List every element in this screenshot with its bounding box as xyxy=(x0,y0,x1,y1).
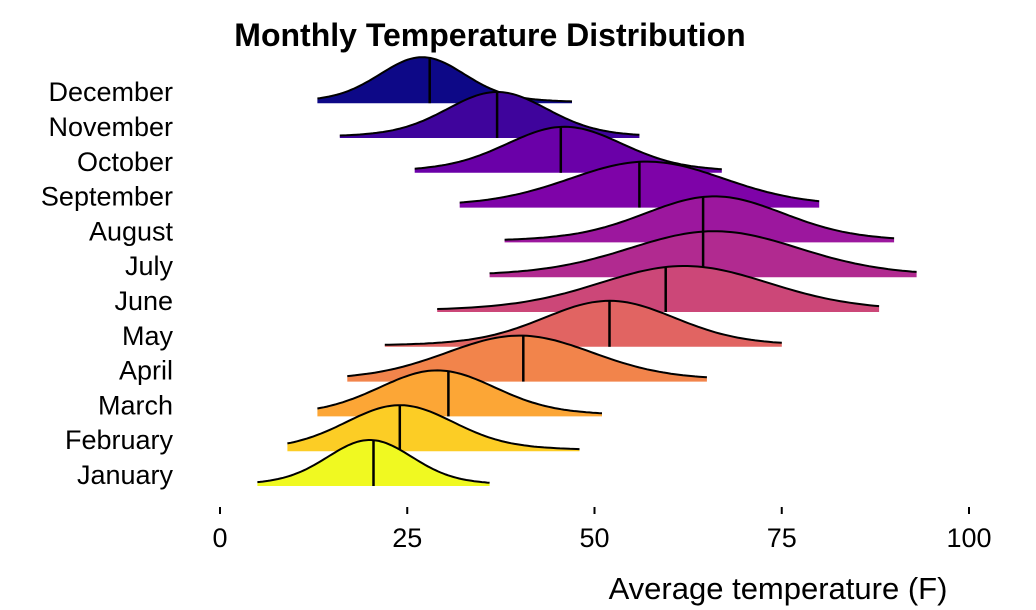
x-tick-label-50: 50 xyxy=(579,523,609,553)
y-label-january: January xyxy=(77,460,174,490)
y-label-november: November xyxy=(48,112,173,142)
y-label-october: October xyxy=(77,147,173,177)
y-label-september: September xyxy=(41,182,173,212)
ridge-outline-october xyxy=(414,125,722,171)
x-tick-label-0: 0 xyxy=(212,523,227,553)
ridge-outline-november xyxy=(339,91,640,137)
x-axis-title: Average temperature (F) xyxy=(609,571,948,606)
x-tick-label-100: 100 xyxy=(946,523,991,553)
ridge-area-june xyxy=(437,266,880,312)
ridge-outline-december xyxy=(317,56,573,103)
ridge-area-august xyxy=(504,196,895,243)
ridge-outline-august xyxy=(504,195,895,241)
y-axis-labels: January February March April May June July Augu… xyxy=(41,77,174,490)
ridge-outline-march xyxy=(317,369,603,415)
chart-title: Monthly Temperature Distribution xyxy=(234,17,745,53)
x-axis: 0 25 50 75 100 xyxy=(212,507,992,553)
ridge-area-december xyxy=(317,57,572,104)
ridge-area-may xyxy=(384,300,782,347)
ridge-area-february xyxy=(287,405,580,452)
y-label-april: April xyxy=(119,356,173,386)
ridge-outline-april xyxy=(347,334,707,379)
ridge-outline-june xyxy=(437,265,880,310)
x-tick-label-75: 75 xyxy=(767,523,797,553)
y-label-may: May xyxy=(122,321,174,351)
ridges-group xyxy=(257,56,917,486)
ridge-area-march xyxy=(317,370,602,417)
y-label-march: March xyxy=(98,390,173,420)
x-tick-label-25: 25 xyxy=(392,523,422,553)
ridge-outline-may xyxy=(384,299,782,346)
y-label-august: August xyxy=(89,216,174,246)
y-label-february: February xyxy=(65,425,174,455)
ridge-outline-february xyxy=(287,404,580,451)
y-label-june: June xyxy=(114,286,173,316)
y-label-december: December xyxy=(48,77,173,107)
y-label-july: July xyxy=(125,251,174,281)
